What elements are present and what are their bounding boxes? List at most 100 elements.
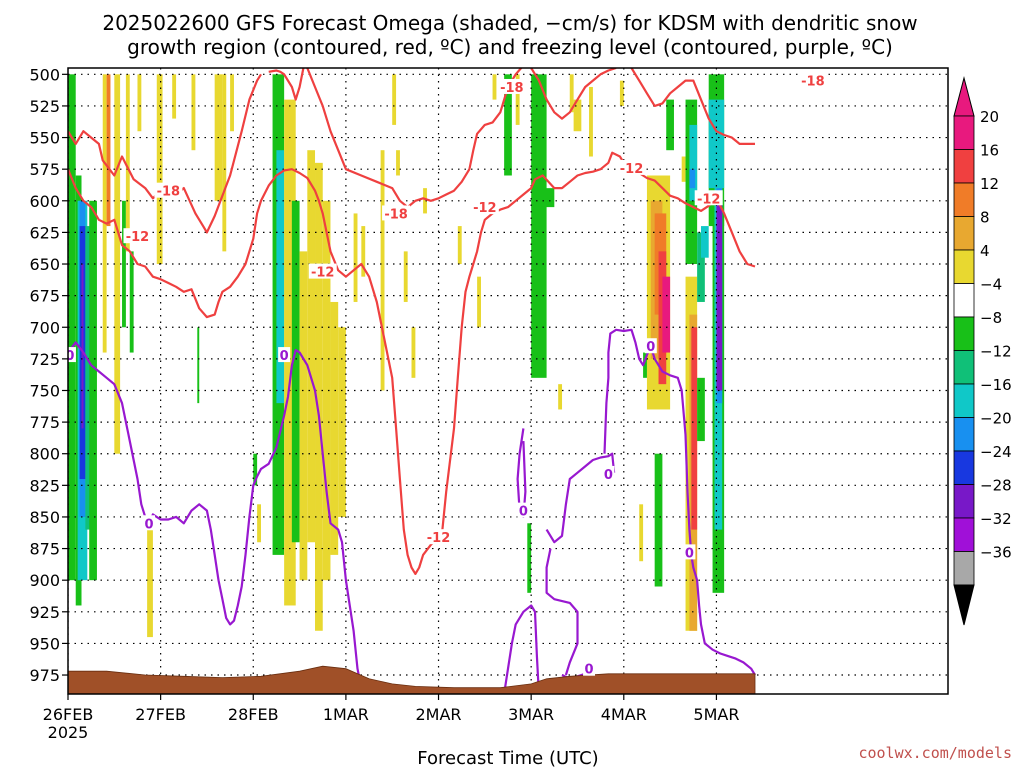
contour-line <box>503 604 540 694</box>
contour-label-text: -18 <box>384 207 408 222</box>
y-tick-label: 500 <box>29 65 60 84</box>
contour-label: 0 <box>143 515 156 532</box>
contour-label: 0 <box>65 347 76 364</box>
colorbar-swatch <box>953 417 975 452</box>
contour-label: -12 <box>694 190 723 207</box>
grid <box>68 68 948 694</box>
contour-label-text: -12 <box>427 531 451 546</box>
y-tick-label: 925 <box>29 603 60 622</box>
omega-cell <box>291 200 300 543</box>
y-tick-label: 650 <box>29 255 60 274</box>
omega-cell <box>403 251 408 302</box>
colorbar-label: 20 <box>980 108 999 126</box>
y-tick-label: 575 <box>29 160 60 179</box>
contour-label: -18 <box>497 78 526 96</box>
contour-label-bg <box>583 660 596 676</box>
contour-line <box>630 68 755 145</box>
contour-label-text: -12 <box>126 230 150 245</box>
omega-cell <box>531 74 547 378</box>
y-tick-label: 550 <box>29 129 60 148</box>
y-tick-label: 700 <box>29 318 60 337</box>
y-tick-label: 825 <box>29 476 60 495</box>
omega-cell <box>700 226 709 258</box>
omega-cell <box>689 124 698 201</box>
omega-cell <box>477 276 481 328</box>
contour-label: -12 <box>308 263 337 281</box>
omega-cell <box>125 74 130 252</box>
contour-label-bg <box>278 347 291 363</box>
omega-cell <box>353 213 358 302</box>
y-tick-label: 800 <box>29 445 60 464</box>
colorbar-swatch <box>953 551 975 586</box>
contour-label-text: 0 <box>604 468 613 483</box>
y-tick-label: 600 <box>29 192 60 211</box>
contour-line <box>268 68 305 101</box>
colorbar-swatch <box>953 283 975 318</box>
contour-label-text: 0 <box>145 517 154 532</box>
y-tick-label: 675 <box>29 287 60 306</box>
contour-label: -12 <box>617 159 646 177</box>
y-tick-label: 900 <box>29 571 60 590</box>
contour-label-bg <box>798 72 827 88</box>
contour-label-bg <box>154 182 183 198</box>
contour-label-bg <box>517 502 530 518</box>
omega-cell <box>330 301 339 555</box>
contour-label: -18 <box>382 205 411 222</box>
omega-cell <box>230 74 234 132</box>
colorbar-swatch <box>953 383 975 418</box>
omega-cell <box>681 156 686 182</box>
omega-cell <box>137 74 142 132</box>
omega-cell <box>708 99 725 189</box>
contour-label-bg <box>602 465 615 481</box>
contour-label-text: 0 <box>585 663 594 678</box>
contour-label-bg <box>497 78 526 94</box>
omega-cell <box>689 169 696 189</box>
contour-line <box>530 68 617 120</box>
omega-cell <box>423 188 427 214</box>
omega-cell <box>197 327 200 404</box>
terrain-fill <box>68 665 756 694</box>
omega-cell <box>81 264 84 429</box>
colorbar-swatch <box>953 450 975 485</box>
omega-cell <box>89 200 97 581</box>
contour-label: 0 <box>644 338 657 355</box>
omega-cell <box>106 74 111 227</box>
x-tick-label: 2MAR <box>416 705 462 724</box>
colorbar-label: −24 <box>980 443 1012 461</box>
contour-label-bg <box>382 205 411 221</box>
y-axis: 500 525 550 575 600 625 650 675 700 725 750 775 800 8… <box>29 65 68 685</box>
colorbar-label: −20 <box>980 410 1012 428</box>
omega-cell <box>172 74 177 119</box>
contour-label: 0 <box>517 502 530 520</box>
contour-label-bg <box>644 338 657 354</box>
omega-cell <box>253 453 258 486</box>
y-tick-label: 850 <box>29 508 60 527</box>
x-tick-label: 27FEB <box>135 705 186 724</box>
omega-cell <box>276 150 285 404</box>
x-tick-label: 5MAR <box>693 705 739 724</box>
omega-cell <box>643 352 647 378</box>
x-axis-label: Forecast Time (UTC) <box>417 748 598 768</box>
contour-label-text: -18 <box>500 81 524 96</box>
plot-area: -18 -18 -18 -18 -12 -12 -12 -12 -12 -12 0 0 0 0 0 0 0 0 <box>65 68 948 694</box>
contour-label: 0 <box>602 465 615 483</box>
chart-title-line-2: growth region (contoured, red, ºC) and f… <box>127 35 893 59</box>
contour-labels: -18 -18 -18 -18 -12 -12 -12 -12 -12 -12 0 0 0 0 0 0 0 0 <box>65 72 827 678</box>
y-tick-label: 625 <box>29 223 60 242</box>
x-tick-label: 1MAR <box>323 705 369 724</box>
y-tick-label: 950 <box>29 634 60 653</box>
omega-cell <box>662 276 671 353</box>
colorbar-label: 12 <box>980 175 999 193</box>
plot-frame <box>67 67 949 695</box>
contour-line <box>545 548 579 676</box>
contour-label-bg <box>424 529 453 545</box>
omega-cell <box>666 99 674 151</box>
contour-label: 0 <box>583 660 596 678</box>
contour-label-text: -18 <box>157 185 181 200</box>
contour-label-bg <box>123 228 152 244</box>
colorbar-label: −16 <box>980 376 1012 394</box>
omega-cell <box>122 200 126 328</box>
contour-label-text: 0 <box>65 349 74 364</box>
colorbar-extend-bottom <box>953 584 975 626</box>
